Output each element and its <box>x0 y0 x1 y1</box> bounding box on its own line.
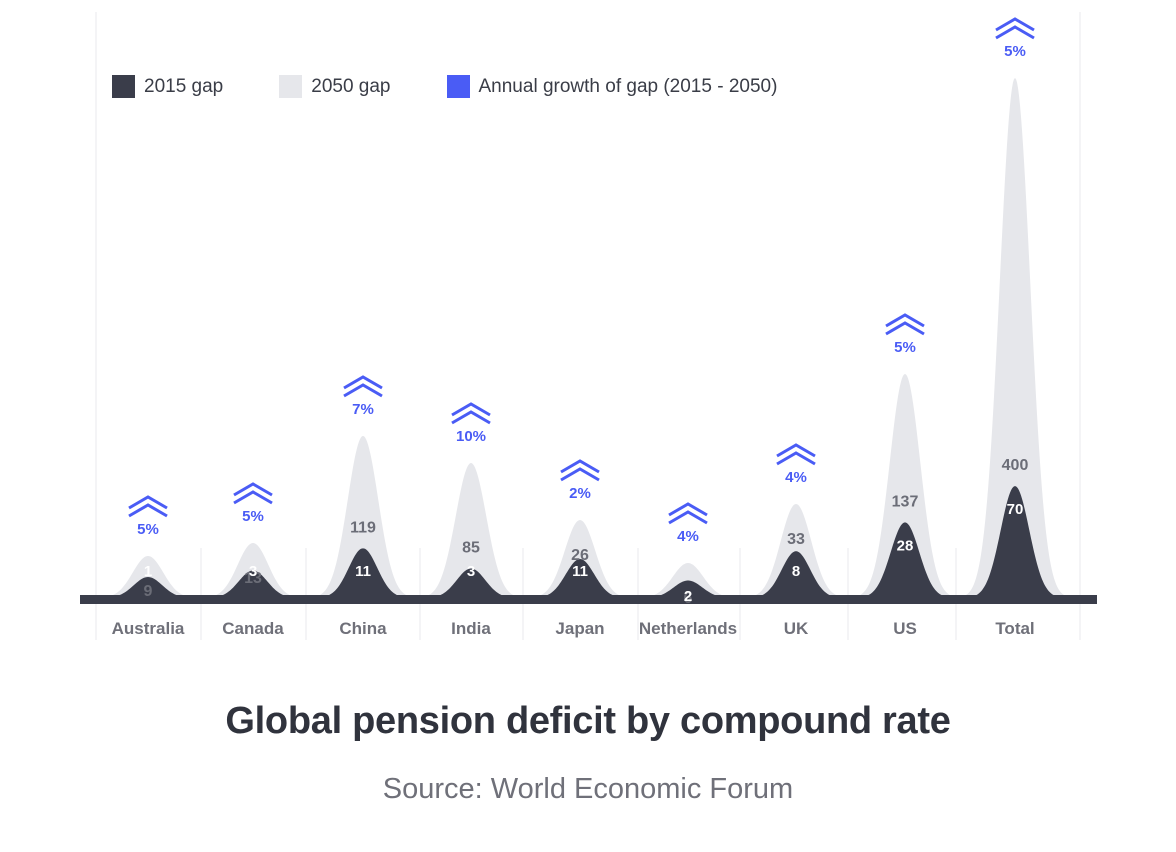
label-2015-india: 3 <box>467 563 475 580</box>
growth-chevron-icon <box>128 503 168 518</box>
growth-chevron-icon <box>995 25 1035 40</box>
legend-item-growth: Annual growth of gap (2015 - 2050) <box>446 75 778 98</box>
label-2050-india: 85 <box>462 540 480 557</box>
legend-swatch-2015 <box>112 75 135 98</box>
growth-chevron-icon <box>560 467 600 482</box>
growth-chevron-icon <box>776 451 816 466</box>
label-2015-netherlands: 2 <box>684 588 692 605</box>
legend-item-2015: 2015 gap <box>112 75 223 98</box>
growth-chevron-icon <box>885 313 925 328</box>
category-label-us: US <box>893 619 917 638</box>
label-2050-japan: 26 <box>571 547 589 564</box>
label-2015-us: 28 <box>897 537 914 554</box>
chart-source: Source: World Economic Forum <box>382 773 794 805</box>
growth-chevron-icon <box>343 375 383 390</box>
category-label-canada: Canada <box>222 619 284 638</box>
series-2015-area <box>96 486 1080 598</box>
category-label-china: China <box>339 619 387 638</box>
label-2050-australia: 9 <box>144 583 153 600</box>
growth-label-china: 7% <box>352 401 374 418</box>
growth-label-uk: 4% <box>785 469 807 486</box>
growth-chevron-icon <box>451 402 491 417</box>
legend-swatch-2050 <box>279 75 303 98</box>
growth-chevron-icon <box>233 482 273 497</box>
legend-item-2050: 2050 gap <box>279 75 391 98</box>
growth-chevron-icon <box>128 495 168 510</box>
growth-chevron-icon <box>995 17 1035 32</box>
growth-chevron-icon <box>668 510 708 525</box>
label-2050-china: 119 <box>350 519 376 536</box>
legend: 2015 gap 2050 gap Annual growth of gap (… <box>112 75 833 98</box>
label-2015-uk: 8 <box>792 563 800 580</box>
category-label-australia: Australia <box>112 619 185 638</box>
label-2050-total: 400 <box>1002 457 1029 474</box>
category-label-total: Total <box>995 619 1034 638</box>
pension-deficit-chart: 915%Australia1335%Canada119117%China8531… <box>80 12 1097 640</box>
legend-label-2050: 2050 gap <box>311 75 391 97</box>
growth-label-us: 5% <box>894 339 916 356</box>
category-label-india: India <box>451 619 491 638</box>
growth-label-netherlands: 4% <box>677 528 699 545</box>
legend-label-growth: Annual growth of gap (2015 - 2050) <box>478 75 778 97</box>
legend-label-2015: 2015 gap <box>144 75 224 97</box>
category-label-japan: Japan <box>555 619 604 638</box>
growth-chevron-icon <box>560 459 600 474</box>
legend-swatch-growth <box>446 75 470 98</box>
label-2015-china: 11 <box>355 563 371 580</box>
label-2050-us: 137 <box>892 493 919 510</box>
label-2050-uk: 33 <box>787 531 805 548</box>
growth-chevron-icon <box>451 410 491 425</box>
growth-label-total: 5% <box>1004 43 1026 60</box>
label-2015-japan: 11 <box>572 563 588 580</box>
label-2015-total: 70 <box>1007 501 1024 518</box>
growth-chevron-icon <box>343 383 383 398</box>
growth-label-canada: 5% <box>242 508 264 525</box>
label-2015-australia: 1 <box>144 563 152 580</box>
category-label-netherlands: Netherlands <box>639 619 737 638</box>
label-2015-canada: 3 <box>249 563 257 580</box>
growth-chevron-icon <box>885 321 925 336</box>
label-2050-netherlands: 6 <box>684 590 693 607</box>
growth-label-india: 10% <box>456 428 486 445</box>
growth-label-australia: 5% <box>137 521 159 538</box>
growth-chevron-icon <box>776 443 816 458</box>
growth-chevron-icon <box>668 502 708 517</box>
label-2050-canada: 13 <box>244 570 262 587</box>
growth-chevron-icon <box>233 490 273 505</box>
chart-title: Global pension deficit by compound rate <box>225 700 951 742</box>
category-label-uk: UK <box>784 619 809 638</box>
baseline <box>80 595 1097 604</box>
growth-label-japan: 2% <box>569 485 591 502</box>
